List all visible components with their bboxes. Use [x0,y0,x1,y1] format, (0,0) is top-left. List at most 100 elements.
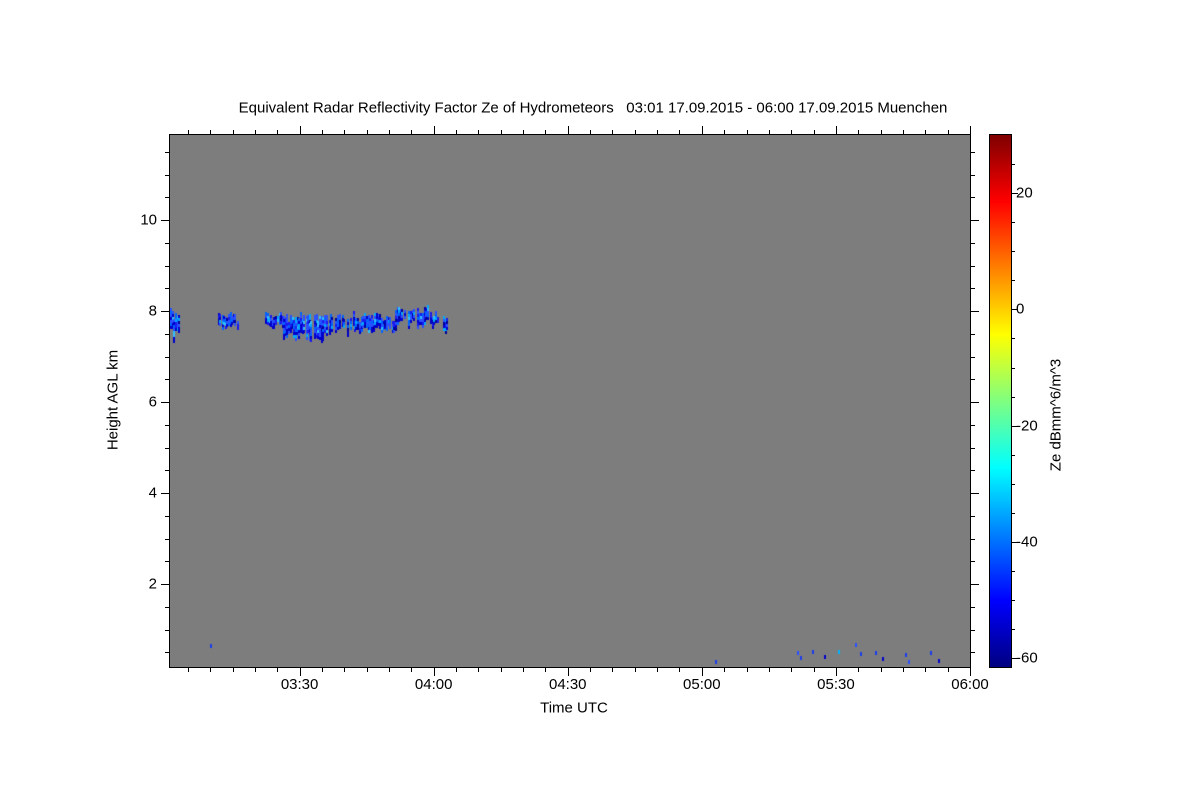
x-axis-tick [344,668,345,672]
y-tick-label: 6 [148,393,157,411]
y-axis-right-tick [971,425,975,426]
y-axis-right-tick [971,357,975,358]
x-axis-top-tick [389,130,390,134]
x-axis-top-tick [277,130,278,134]
y-axis-tick [165,152,169,153]
colorbar-tick-label: 20 [1016,184,1033,202]
x-axis-top-tick [970,126,971,134]
x-axis-tick [679,668,680,672]
x-axis-top-tick [590,130,591,134]
colorbar-tick [1011,600,1015,601]
y-axis-tick [165,516,169,517]
x-axis-top-tick [255,130,256,134]
y-axis-tick [165,425,169,426]
x-axis-top-tick [858,130,859,134]
y-axis-tick [165,607,169,608]
x-axis-tick [568,668,569,676]
x-axis-tick [858,668,859,672]
y-axis-tick [161,220,169,221]
y-tick-label: 4 [148,484,157,502]
y-axis-tick [165,652,169,653]
y-tick-label: 8 [148,302,157,320]
colorbar-tick-label: -40 [1016,533,1038,551]
y-axis-tick [165,630,169,631]
colorbar-tick [1011,658,1018,659]
x-axis-tick [478,668,479,672]
x-axis-tick [545,668,546,672]
colorbar-tick [1011,542,1018,543]
y-axis-tick [161,584,169,585]
y-axis-right-tick [971,220,979,221]
x-tick-label: 04:30 [548,676,587,693]
x-axis-top-tick [612,130,613,134]
x-axis-top-tick [814,130,815,134]
colorbar-tick [1011,397,1015,398]
x-axis-top-tick [635,130,636,134]
x-axis-tick [367,668,368,672]
x-axis-top-tick [411,130,412,134]
x-axis-tick [456,668,457,672]
y-axis-tick [165,357,169,358]
x-axis-tick [322,668,323,672]
y-axis-right-tick [971,516,975,517]
x-axis-top-tick [322,130,323,134]
x-axis-tick [255,668,256,672]
colorbar-tick [1011,251,1015,252]
y-axis-right-tick [971,561,975,562]
colorbar-tick [1011,222,1015,223]
x-axis-tick [210,668,211,672]
x-axis-top-tick [724,130,725,134]
colorbar-tick [1011,571,1015,572]
x-axis-tick [769,668,770,672]
x-axis-tick [523,668,524,672]
x-axis-tick [612,668,613,672]
x-axis-top-tick [702,126,703,134]
x-axis-top-tick [300,126,301,134]
y-axis-tick [165,175,169,176]
plot-area [169,134,971,668]
x-axis-top-tick [769,130,770,134]
y-axis-tick [165,334,169,335]
y-axis-right-tick [971,470,975,471]
y-axis-right-tick [971,448,975,449]
x-axis-top-tick [836,126,837,134]
x-tick-label: 05:30 [817,676,855,693]
y-axis-right-tick [971,152,975,153]
x-axis-tick [657,668,658,672]
y-axis-tick [165,243,169,244]
colorbar-tick [1011,309,1018,310]
y-axis-tick [161,402,169,403]
y-axis-right-tick [971,652,975,653]
y-axis-right-tick [971,539,975,540]
colorbar-tick [1011,484,1015,485]
x-axis-tick [791,668,792,672]
x-axis-tick [836,668,837,676]
x-axis-tick [948,668,949,672]
colorbar-tick [1011,513,1015,514]
x-axis-tick [501,668,502,672]
y-axis-right-tick [971,334,975,335]
x-axis-tick [590,668,591,672]
x-axis-top-tick [210,130,211,134]
x-axis-top-tick [233,130,234,134]
y-tick-label: 2 [148,575,157,593]
x-axis-top-tick [456,130,457,134]
x-axis-top-tick [568,126,569,134]
x-tick-label: 06:00 [951,676,989,693]
x-axis-top-tick [903,130,904,134]
x-axis-tick [814,668,815,672]
x-axis-top-tick [188,130,189,134]
x-axis-top-tick [679,130,680,134]
y-axis-right-tick [971,311,979,312]
reflectivity-heatmap-canvas [170,135,970,667]
colorbar-tick [1011,455,1015,456]
x-axis-top-tick [657,130,658,134]
y-axis-tick [165,266,169,267]
x-axis-tick [434,668,435,676]
x-axis-top-tick [791,130,792,134]
y-axis-right-tick [971,607,975,608]
colorbar-tick [1011,280,1015,281]
y-axis-right-tick [971,584,979,585]
x-axis-tick [233,668,234,672]
x-axis-top-tick [523,130,524,134]
